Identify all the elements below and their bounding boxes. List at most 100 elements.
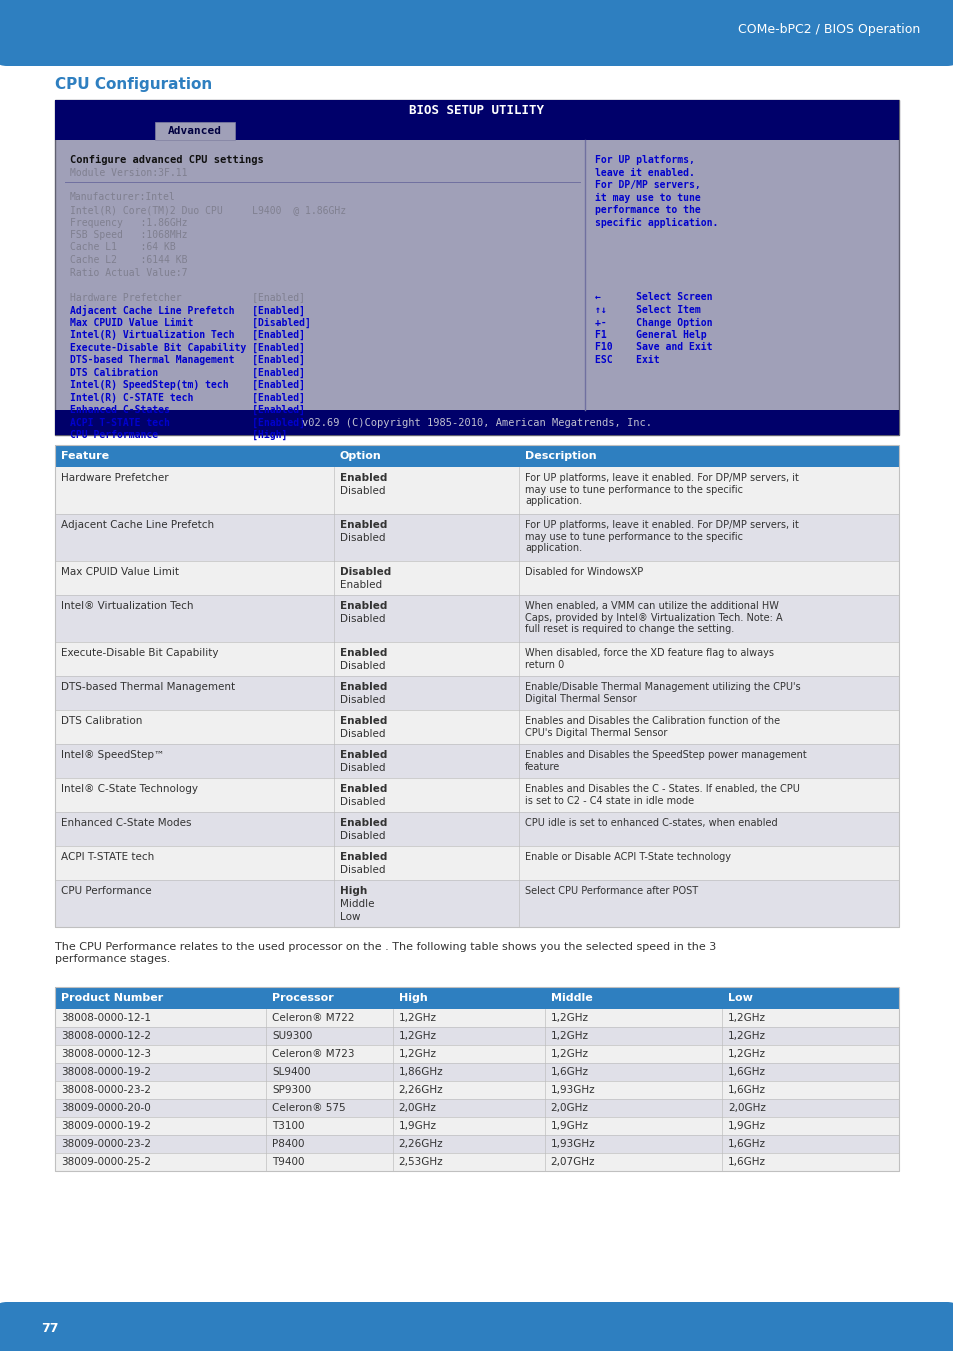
Text: 1,2GHz: 1,2GHz bbox=[727, 1013, 765, 1023]
Text: Adjacent Cache Line Prefetch: Adjacent Cache Line Prefetch bbox=[61, 520, 213, 530]
Text: Intel(R) Core(TM)2 Duo CPU     L9400  @ 1.86GHz: Intel(R) Core(TM)2 Duo CPU L9400 @ 1.86G… bbox=[70, 205, 346, 215]
Text: FSB Speed   :1068MHz: FSB Speed :1068MHz bbox=[70, 230, 188, 240]
Text: 1,2GHz: 1,2GHz bbox=[398, 1031, 436, 1042]
Text: it may use to tune: it may use to tune bbox=[595, 192, 700, 203]
Text: 38008-0000-12-3: 38008-0000-12-3 bbox=[61, 1048, 151, 1059]
Text: 1,9GHz: 1,9GHz bbox=[550, 1121, 588, 1131]
Text: Middle: Middle bbox=[339, 898, 374, 909]
Text: Disabled: Disabled bbox=[339, 661, 385, 671]
Text: Enable/Disable Thermal Management utilizing the CPU's
Digital Thermal Sensor: Enable/Disable Thermal Management utiliz… bbox=[525, 682, 800, 704]
Bar bbox=[154, 122, 234, 141]
Text: Disabled: Disabled bbox=[339, 486, 385, 496]
Text: Intel(R) SpeedStep(tm) tech    [Enabled]: Intel(R) SpeedStep(tm) tech [Enabled] bbox=[70, 380, 305, 390]
Bar bbox=[55, 988, 898, 1171]
Bar bbox=[55, 744, 898, 778]
Bar bbox=[55, 1098, 898, 1117]
Text: Enables and Disables the SpeedStep power management
feature: Enables and Disables the SpeedStep power… bbox=[525, 750, 806, 771]
Text: Enabled: Enabled bbox=[339, 648, 387, 658]
Text: Disabled: Disabled bbox=[339, 797, 385, 807]
Text: 2,26GHz: 2,26GHz bbox=[398, 1085, 443, 1096]
Text: High: High bbox=[398, 993, 427, 1002]
Text: SP9300: SP9300 bbox=[272, 1085, 311, 1096]
Bar bbox=[55, 513, 898, 561]
Text: Execute-Disable Bit Capability: Execute-Disable Bit Capability bbox=[61, 648, 218, 658]
Text: 2,0GHz: 2,0GHz bbox=[398, 1102, 436, 1113]
Text: 1,2GHz: 1,2GHz bbox=[550, 1013, 588, 1023]
FancyBboxPatch shape bbox=[0, 0, 953, 58]
Text: SU9300: SU9300 bbox=[272, 1031, 312, 1042]
Bar bbox=[55, 594, 898, 642]
Text: Disabled: Disabled bbox=[339, 763, 385, 773]
Bar bbox=[55, 1135, 898, 1152]
Text: DTS-based Thermal Management   [Enabled]: DTS-based Thermal Management [Enabled] bbox=[70, 355, 305, 365]
Bar bbox=[55, 711, 898, 744]
Text: Enabled: Enabled bbox=[339, 784, 387, 794]
Bar bbox=[55, 1063, 898, 1081]
Text: ↑↓     Select Item: ↑↓ Select Item bbox=[595, 305, 700, 315]
Text: 38009-0000-23-2: 38009-0000-23-2 bbox=[61, 1139, 151, 1148]
Text: 38008-0000-12-1: 38008-0000-12-1 bbox=[61, 1013, 151, 1023]
Bar bbox=[55, 812, 898, 846]
Text: Enabled: Enabled bbox=[339, 520, 387, 530]
Bar bbox=[55, 778, 898, 812]
Text: 1,6GHz: 1,6GHz bbox=[550, 1067, 588, 1077]
Text: For DP/MP servers,: For DP/MP servers, bbox=[595, 180, 700, 190]
Text: COMe-bPC2 / BIOS Operation: COMe-bPC2 / BIOS Operation bbox=[737, 23, 919, 36]
Text: Enabled: Enabled bbox=[339, 580, 381, 590]
Text: Middle: Middle bbox=[550, 993, 592, 1002]
Text: T9400: T9400 bbox=[272, 1156, 304, 1167]
Text: 2,07GHz: 2,07GHz bbox=[550, 1156, 595, 1167]
Bar bbox=[55, 444, 898, 467]
Text: DTS-based Thermal Management: DTS-based Thermal Management bbox=[61, 682, 234, 692]
Bar bbox=[55, 1081, 898, 1098]
Text: ESC    Exit: ESC Exit bbox=[595, 355, 659, 365]
Text: 38009-0000-25-2: 38009-0000-25-2 bbox=[61, 1156, 151, 1167]
Text: Configure advanced CPU settings: Configure advanced CPU settings bbox=[70, 155, 263, 165]
Text: 2,0GHz: 2,0GHz bbox=[727, 1102, 765, 1113]
Text: Enabled: Enabled bbox=[339, 601, 387, 611]
Text: Celeron® 575: Celeron® 575 bbox=[272, 1102, 345, 1113]
Text: +-     Change Option: +- Change Option bbox=[595, 317, 712, 327]
Text: 1,6GHz: 1,6GHz bbox=[727, 1139, 765, 1148]
Text: Hardware Prefetcher: Hardware Prefetcher bbox=[61, 473, 169, 484]
Text: v02.69 (C)Copyright 1985-2010, American Megatrends, Inc.: v02.69 (C)Copyright 1985-2010, American … bbox=[302, 417, 651, 428]
Text: Celeron® M723: Celeron® M723 bbox=[272, 1048, 355, 1059]
Text: performance to the: performance to the bbox=[595, 205, 700, 215]
Text: Disabled: Disabled bbox=[339, 567, 391, 577]
Text: T3100: T3100 bbox=[272, 1121, 304, 1131]
Text: CPU Configuration: CPU Configuration bbox=[55, 77, 212, 92]
Text: Enabled: Enabled bbox=[339, 852, 387, 862]
Text: Product Number: Product Number bbox=[61, 993, 163, 1002]
Text: Disabled: Disabled bbox=[339, 534, 385, 543]
FancyBboxPatch shape bbox=[0, 0, 953, 66]
Text: leave it enabled.: leave it enabled. bbox=[595, 168, 694, 177]
Text: Frequency   :1.86GHz: Frequency :1.86GHz bbox=[70, 218, 188, 227]
Bar bbox=[55, 1117, 898, 1135]
Text: 1,6GHz: 1,6GHz bbox=[727, 1067, 765, 1077]
Text: DTS Calibration: DTS Calibration bbox=[61, 716, 142, 725]
Text: Adjacent Cache Line Prefetch   [Enabled]: Adjacent Cache Line Prefetch [Enabled] bbox=[70, 305, 305, 316]
Text: When enabled, a VMM can utilize the additional HW
Caps, provided by Intel® Virtu: When enabled, a VMM can utilize the addi… bbox=[525, 601, 782, 634]
Text: 38009-0000-19-2: 38009-0000-19-2 bbox=[61, 1121, 151, 1131]
Text: 1,9GHz: 1,9GHz bbox=[727, 1121, 765, 1131]
Text: Enabled: Enabled bbox=[339, 473, 387, 484]
Text: 77: 77 bbox=[41, 1321, 59, 1335]
Text: Low: Low bbox=[339, 912, 359, 921]
Text: Manufacturer:Intel: Manufacturer:Intel bbox=[70, 192, 175, 203]
Text: 38008-0000-12-2: 38008-0000-12-2 bbox=[61, 1031, 151, 1042]
Text: Processor: Processor bbox=[272, 993, 334, 1002]
Text: Intel(R) C-STATE tech          [Enabled]: Intel(R) C-STATE tech [Enabled] bbox=[70, 393, 305, 403]
Text: When disabled, force the XD feature flag to always
return 0: When disabled, force the XD feature flag… bbox=[525, 648, 774, 670]
Text: Disabled: Disabled bbox=[339, 694, 385, 705]
Text: 1,2GHz: 1,2GHz bbox=[727, 1031, 765, 1042]
Text: Enabled: Enabled bbox=[339, 817, 387, 828]
Text: Enables and Disables the Calibration function of the
CPU's Digital Thermal Senso: Enables and Disables the Calibration fun… bbox=[525, 716, 780, 738]
Text: Disabled: Disabled bbox=[339, 613, 385, 624]
Text: Intel(R) Virtualization Tech   [Enabled]: Intel(R) Virtualization Tech [Enabled] bbox=[70, 330, 305, 340]
Bar bbox=[55, 467, 898, 513]
Bar bbox=[55, 409, 898, 435]
Bar bbox=[55, 100, 898, 435]
Text: Disabled for WindowsXP: Disabled for WindowsXP bbox=[525, 567, 642, 577]
Text: Enhanced C-States              [Enabled]: Enhanced C-States [Enabled] bbox=[70, 405, 305, 415]
Text: SL9400: SL9400 bbox=[272, 1067, 311, 1077]
